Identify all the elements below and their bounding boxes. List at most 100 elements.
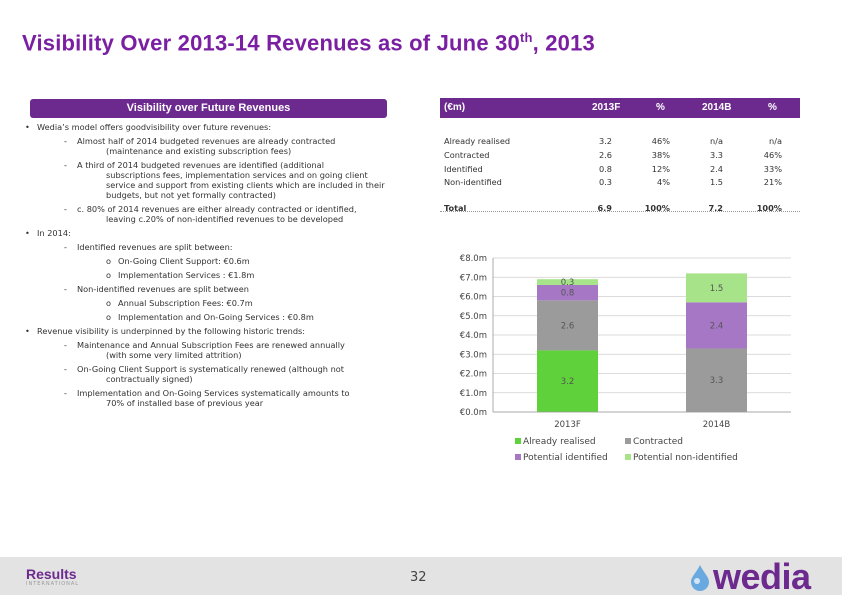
bullet-marker: • xyxy=(25,326,30,336)
legend-label: Already realised xyxy=(523,437,596,447)
bullet-text: Implementation and On-Going Services sys… xyxy=(77,388,350,398)
bar-segment xyxy=(537,350,598,412)
bullet-line: contractually signed) xyxy=(106,374,193,384)
bar-segment xyxy=(537,279,598,285)
table-cell: 3.2 xyxy=(598,136,612,146)
y-tick-label: €0.0m xyxy=(460,408,487,418)
table-cell: 33% xyxy=(763,164,782,174)
bullet-text: c. 80% of 2014 revenues are either alrea… xyxy=(77,204,357,214)
legend-label: Potential identified xyxy=(523,453,608,463)
bullet-marker: • xyxy=(25,122,30,132)
table-cell: n/a xyxy=(769,136,782,146)
header-cell: % xyxy=(768,102,777,113)
bullet-text: Implementation and On-Going Services : €… xyxy=(118,312,314,322)
table-cell: 38% xyxy=(651,150,670,160)
bullet-line: - On-Going Client Support is systematical… xyxy=(64,364,345,374)
bullet-line: -A third of 2014 budgeted revenues are i… xyxy=(64,160,324,170)
table-cell: 4% xyxy=(657,177,670,187)
table-cell: Contracted xyxy=(444,150,490,160)
table-cell: 2.6 xyxy=(598,150,612,160)
legend-swatch xyxy=(625,454,631,460)
bullet-marker: - xyxy=(64,364,67,374)
revenue-table: (€m) 2013F % 2014B % xyxy=(440,98,800,118)
bullet-text: contractually signed) xyxy=(106,374,193,384)
bullet-line: o Annual Subscription Fees: €0.7m xyxy=(106,298,253,308)
bullet-line: - Identified revenues are split between: xyxy=(64,242,233,252)
legend-label: Contracted xyxy=(633,437,683,447)
legend-swatch xyxy=(515,438,521,444)
table-cell: Already realised xyxy=(444,136,511,146)
y-tick-label: €7.0m xyxy=(460,273,487,283)
header-cell: % xyxy=(656,102,665,113)
bullet-line: - c. 80% of 2014 revenues are either alre… xyxy=(64,204,357,214)
bar-segment xyxy=(686,273,747,303)
bullet-line: • In 2014: xyxy=(25,228,71,238)
bullet-line: o Implementation Services : €1.8m xyxy=(106,270,255,280)
table-cell: 0.8 xyxy=(598,164,612,174)
bullet-marker: o xyxy=(106,312,112,322)
bullet-line: o On-Going Client Support: €0.6m xyxy=(106,256,250,266)
bullet-text: leaving c.20% of non-identified revenues… xyxy=(106,214,344,224)
table-cell: 12% xyxy=(651,164,670,174)
bullet-line: (maintenance and existing subscription f… xyxy=(106,146,291,156)
bullet-text: On-Going Client Support is systematicall… xyxy=(77,364,345,374)
y-tick-label: €3.0m xyxy=(460,350,487,360)
bullet-text: (maintenance and existing subscription f… xyxy=(106,146,292,156)
bullet-line: budgets, but not yet formally contracted… xyxy=(106,190,276,200)
x-tick-label: 2014B xyxy=(703,420,731,430)
bullet-text: A third of 2014 budgeted revenues are id… xyxy=(77,160,324,170)
table-cell: 1.5 xyxy=(709,177,723,187)
wedia-logo: wedia xyxy=(713,556,811,597)
bullet-line: subscriptions fees, implementation servi… xyxy=(106,170,368,180)
page-title: Visibility Over 2013-14 Revenues as of J… xyxy=(22,30,595,56)
legend-label: Potential non-identified xyxy=(633,453,738,463)
table-total-cell: Total xyxy=(444,203,467,213)
page-number: 32 xyxy=(410,570,427,585)
bullet-line: - Maintenance and Annual Subscription Fee… xyxy=(64,340,345,350)
bullet-text: subscriptions fees, implementation servi… xyxy=(106,170,368,180)
bullet-text: budgets, but not yet formally contracted… xyxy=(106,190,276,200)
bullet-marker: - xyxy=(64,242,67,252)
table-cell: Non-identified xyxy=(444,177,502,187)
legend-swatch xyxy=(515,454,521,460)
table-total-cell: 7.2 xyxy=(708,203,723,213)
bullet-text: Wedia’s model offers goodvisibility over… xyxy=(37,122,272,132)
bullet-line: • Revenue visibility is underpinned by th… xyxy=(25,326,306,336)
legend-swatch xyxy=(625,438,631,444)
wedia-drop-icon xyxy=(691,565,709,591)
bar-segment xyxy=(686,348,747,412)
header-cell: (€m) xyxy=(444,102,466,113)
revenue-chart: €0.0m €1.0m €2.0m €3.0m €4.0m €5.0m €6.0m €7.0m… xyxy=(460,254,791,463)
table-cell: 46% xyxy=(763,150,782,160)
bullet-marker: - xyxy=(64,340,67,350)
bullet-text: Non-identified revenues are split betwee… xyxy=(77,284,249,294)
bullet-line: 70% of installed base of previous year xyxy=(106,398,263,408)
table-cell: 2.4 xyxy=(709,164,723,174)
bullet-text: Annual Subscription Fees: €0.7m xyxy=(118,298,253,308)
total-divider xyxy=(440,211,800,212)
header-cell: 2013F xyxy=(592,102,621,113)
table-header: (€m) 2013F % 2014B % xyxy=(440,98,800,118)
bullet-marker: o xyxy=(106,256,112,266)
bullet-line: service and support from existing client… xyxy=(106,180,385,190)
bullet-line: - Implementation and On-Going Services sy… xyxy=(64,388,350,398)
y-tick-label: €6.0m xyxy=(460,293,487,303)
y-tick-label: €8.0m xyxy=(460,254,487,264)
bullet-text: Implementation Services : €1.8m xyxy=(118,270,255,280)
bullet-text: Identified revenues are split between: xyxy=(77,242,233,252)
bullet-text: Revenue visibility is underpinned by the… xyxy=(37,326,306,336)
bullet-marker: o xyxy=(106,270,112,280)
bullet-marker: o xyxy=(106,298,112,308)
data-label: 0.8 xyxy=(561,289,575,299)
data-label: 3.3 xyxy=(710,376,724,386)
bullet-line: leaving c.20% of non-identified revenues… xyxy=(106,214,343,224)
results-logo: Results xyxy=(26,566,77,582)
bullet-line: (with some very limited attrition) xyxy=(106,350,242,360)
table-total-cell: 6.9 xyxy=(597,203,612,213)
y-tick-label: €1.0m xyxy=(460,389,487,399)
x-tick-label: 2013F xyxy=(554,420,581,430)
table-total-cell: 100% xyxy=(644,203,670,213)
table-cell: Identified xyxy=(444,164,483,174)
bullet-text: Maintenance and Annual Subscription Fees… xyxy=(77,340,345,350)
y-tick-label: €2.0m xyxy=(460,370,487,380)
